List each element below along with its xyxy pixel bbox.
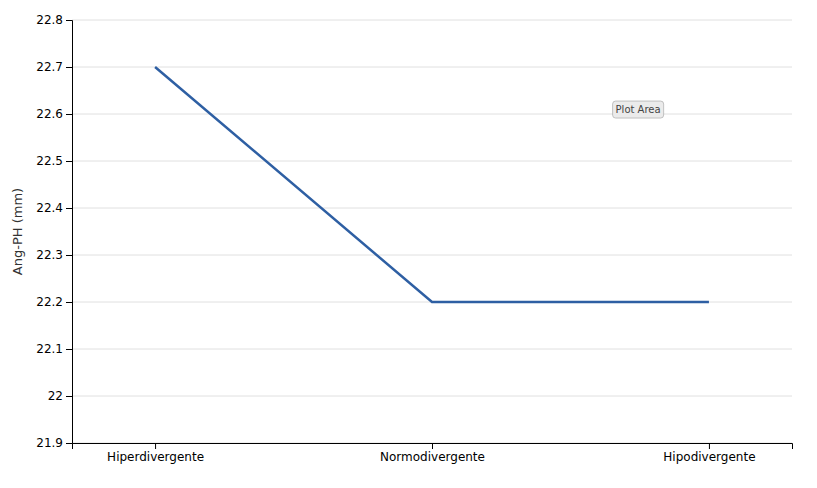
y-axis: 21.9 22 22.1 22.2 22.3 22.4 22.5 22.6 22.7 22.8	[36, 13, 72, 450]
y-tick-label: 22.8	[36, 13, 63, 27]
x-axis: Hiperdivergente Normodivergente Hipodiverg…	[73, 443, 793, 464]
marks	[155, 67, 709, 302]
x-tick: Hipodivergente	[663, 443, 755, 464]
y-tick-label: 22.6	[36, 107, 63, 121]
y-tick: 22.3	[36, 248, 72, 262]
y-tick-mark	[66, 302, 72, 303]
y-tick-mark	[66, 396, 72, 397]
y-tick-label: 22.4	[36, 201, 63, 215]
y-tick: 22.1	[36, 342, 72, 356]
grid-line	[72, 255, 792, 256]
x-axis-line	[73, 444, 793, 450]
y-tick: 22.4	[36, 201, 72, 215]
chart: Hiperdivergente Normodivergente Hipodiverg…	[0, 0, 817, 488]
x-tick-mark	[432, 443, 433, 449]
grid-line	[72, 349, 792, 350]
x-tick-mark	[709, 443, 710, 449]
y-tick-mark	[66, 20, 72, 21]
grid-line	[72, 114, 792, 115]
line	[155, 67, 709, 302]
y-tick: 21.9	[36, 436, 72, 450]
y-tick-mark	[66, 161, 72, 162]
y-tick-label: 22.5	[36, 154, 63, 168]
annotation: Plot Area	[613, 101, 664, 118]
y-tick-label: 22.1	[36, 342, 63, 356]
y-tick: 22	[48, 389, 72, 403]
y-tick: 22.7	[36, 60, 72, 74]
y-tick-mark	[66, 208, 72, 209]
y-tick-label: 22.2	[36, 295, 63, 309]
y-tick: 22.8	[36, 13, 72, 27]
y-tick-mark	[66, 443, 72, 444]
annotation-text: Plot Area	[616, 104, 661, 115]
y-tick-label: 22.3	[36, 248, 63, 262]
y-axis-title: Ang-PH (mm)	[10, 188, 25, 275]
y-tick-mark	[66, 114, 72, 115]
grid-line	[72, 20, 792, 21]
x-tick-label: Normodivergente	[380, 450, 485, 464]
x-tick-label: Hiperdivergente	[107, 450, 204, 464]
y-tick: 22.5	[36, 154, 72, 168]
y-tick-mark	[66, 255, 72, 256]
grid-line	[72, 396, 792, 397]
grid	[72, 20, 792, 443]
y-tick-mark	[66, 67, 72, 68]
annotation-box	[613, 101, 664, 118]
x-tick-label: Hipodivergente	[663, 450, 755, 464]
y-tick: 22.6	[36, 107, 72, 121]
chart-container: Hiperdivergente Normodivergente Hipodiverg…	[0, 0, 817, 488]
y-axis-line	[66, 21, 73, 444]
grid-line	[72, 208, 792, 209]
y-tick-label: 22	[48, 389, 63, 403]
grid-line	[72, 67, 792, 68]
y-tick-label: 21.9	[36, 436, 63, 450]
x-tick: Normodivergente	[380, 443, 485, 464]
y-tick-label: 22.7	[36, 60, 63, 74]
grid-line	[72, 161, 792, 162]
y-tick-mark	[66, 349, 72, 350]
x-tick: Hiperdivergente	[107, 443, 204, 464]
plot-area: Hiperdivergente Normodivergente Hipodiverg…	[36, 13, 792, 463]
y-tick: 22.2	[36, 295, 72, 309]
x-tick-mark	[155, 443, 156, 449]
